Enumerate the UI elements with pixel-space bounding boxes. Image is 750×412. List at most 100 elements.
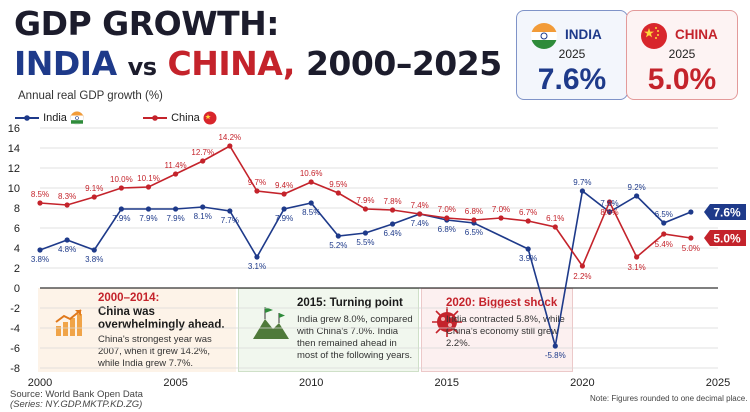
- china-data-point: [661, 231, 667, 237]
- annotation-1-title: 2000–2014:: [98, 292, 160, 304]
- india-data-point: [417, 211, 423, 217]
- y-tick-label: -4: [10, 323, 20, 335]
- china-data-point: [200, 158, 206, 164]
- india-data-label: 3.1%: [248, 262, 266, 271]
- india-data-point: [91, 247, 97, 253]
- legend-india-flag-icon: [70, 111, 84, 125]
- china-data-label: 7.4%: [411, 201, 429, 210]
- india-data-label: 3.8%: [85, 255, 103, 264]
- china-data-point: [634, 254, 640, 260]
- china-data-label: 7.0%: [492, 205, 510, 214]
- india-data-label: 7.6%: [600, 199, 618, 208]
- china-end-label: 5.0%: [704, 230, 746, 246]
- india-data-label: 6.5%: [465, 228, 483, 237]
- china-data-label: 7.9%: [356, 196, 374, 205]
- india-data-point: [335, 233, 341, 239]
- india-card-year: 2025: [558, 47, 586, 61]
- china-data-point: [227, 143, 233, 149]
- china-data-label: 9.7%: [248, 178, 266, 187]
- y-tick-label: 4: [14, 243, 20, 255]
- india-data-point: [145, 206, 152, 212]
- china-data-point: [145, 184, 152, 190]
- y-tick-label: 10: [8, 183, 20, 195]
- legend-india: India: [14, 111, 84, 127]
- title-india: INDIA: [14, 44, 117, 83]
- china-data-point: [37, 200, 43, 206]
- india-data-point: [200, 204, 206, 210]
- title-china: CHINA,: [167, 44, 296, 83]
- india-data-label: 9.7%: [573, 178, 591, 187]
- y-tick-label: 12: [8, 163, 20, 175]
- china-data-label: 8.6%: [600, 208, 618, 217]
- india-data-label: 7.9%: [139, 214, 157, 223]
- india-data-point: [173, 206, 179, 212]
- china-data-label: 11.4%: [165, 161, 187, 170]
- china-data-point: [118, 185, 124, 191]
- india-data-point: [688, 209, 694, 215]
- india-data-point: [579, 188, 586, 194]
- china-data-point: [281, 191, 287, 197]
- china-data-point: [335, 190, 341, 196]
- china-data-label: 10.1%: [137, 174, 160, 183]
- china-data-label: 5.0%: [682, 244, 700, 253]
- china-data-label: 5.4%: [655, 240, 673, 249]
- india-data-label: 5.5%: [356, 238, 374, 247]
- china-data-label: 7.8%: [383, 197, 401, 206]
- mountain-flags-icon: [253, 307, 289, 339]
- annotation-2020: 2020: Biggest shock India contracted 5.8…: [421, 288, 573, 372]
- title-vs: vs: [127, 53, 157, 81]
- legend-china-label: China: [171, 112, 200, 124]
- china-data-label: 14.2%: [218, 133, 241, 142]
- china-data-point: [64, 202, 70, 208]
- china-data-point: [444, 215, 450, 221]
- india-data-point: [37, 247, 43, 253]
- india-data-point: [362, 230, 369, 236]
- title-line-2: INDIA vs CHINA, 2000–2025: [14, 44, 502, 83]
- china-data-point: [498, 215, 504, 221]
- china-data-point: [362, 206, 369, 212]
- y-tick-label: 6: [14, 223, 20, 235]
- china-data-label: 8.3%: [58, 192, 76, 201]
- india-data-point: [634, 193, 640, 199]
- china-data-point: [606, 199, 613, 205]
- title-years: 2000–2025: [305, 44, 502, 83]
- china-data-label: 9.4%: [275, 181, 293, 190]
- china-data-label: 9.5%: [329, 180, 347, 189]
- china-data-label: 9.1%: [85, 184, 103, 193]
- india-data-label: 5.2%: [329, 241, 347, 250]
- annotation-2-title: 2015: Turning point: [297, 297, 403, 309]
- india-data-label: 8.1%: [194, 212, 212, 221]
- china-end-label-text: 5.0%: [713, 232, 741, 246]
- annotation-3-title: 2020: Biggest shock: [446, 297, 558, 309]
- growth-chart-icon: [55, 309, 82, 336]
- source-note: Source: World Bank Open Data (Series: NY…: [10, 390, 143, 410]
- x-tick-label: 2025: [706, 377, 730, 389]
- india-data-point: [471, 220, 477, 226]
- china-data-label: 8.5%: [31, 190, 49, 199]
- india-card-name: INDIA: [565, 27, 602, 42]
- china-data-label: 3.1%: [628, 263, 646, 272]
- china-data-point: [552, 224, 558, 230]
- china-end-label-box: [704, 230, 746, 246]
- china-data-point: [173, 171, 179, 177]
- india-summary-card: INDIA 2025 7.6%: [516, 10, 628, 100]
- china-series-line: [39, 144, 691, 268]
- x-tick-label: 2015: [435, 377, 459, 389]
- india-data-label: 9.2%: [628, 183, 646, 192]
- y-tick-label: 8: [14, 203, 20, 215]
- china-data-label: 6.8%: [465, 207, 483, 216]
- china-data-point: [254, 188, 260, 194]
- india-data-label: 3.9%: [519, 254, 537, 263]
- x-tick-label: 2005: [163, 377, 187, 389]
- china-data-point: [308, 179, 314, 185]
- china-summary-card: CHINA 2025 5.0%: [626, 10, 738, 100]
- y-tick-label: 14: [8, 143, 20, 155]
- china-data-point: [688, 235, 694, 241]
- china-data-label: 10.6%: [300, 169, 323, 178]
- india-data-label: 7.9%: [166, 214, 184, 223]
- y-tick-label: -6: [10, 343, 20, 355]
- india-data-label: 7.7%: [221, 216, 239, 225]
- annotation-2-body: India grew 8.0%, compared with China's 7…: [297, 314, 413, 361]
- source-line-1: Source: World Bank Open Data: [10, 389, 143, 400]
- y-tick-label: -8: [10, 363, 20, 375]
